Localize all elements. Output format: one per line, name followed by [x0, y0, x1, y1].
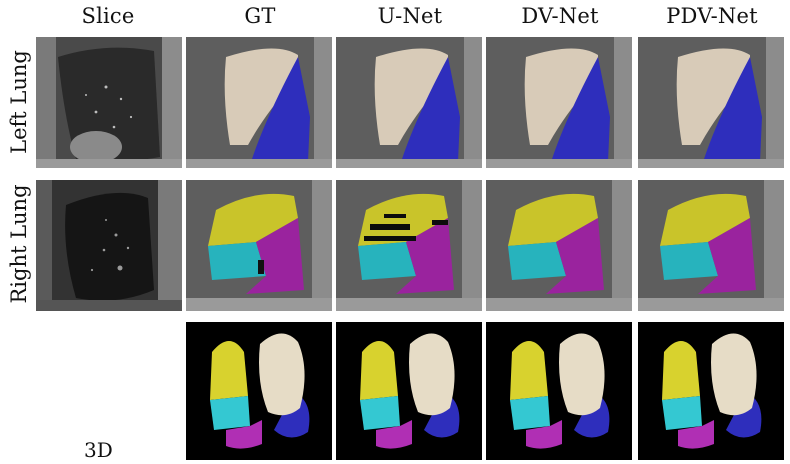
panel-right-gt	[186, 180, 332, 311]
panel-left-pdvnet	[638, 37, 784, 168]
panel-3d-dvnet	[486, 322, 632, 460]
panel-left-slice	[36, 37, 182, 168]
row-label-3d: 3D	[84, 438, 113, 462]
panel-right-slice	[36, 180, 182, 311]
column-header-slice: Slice	[81, 4, 135, 28]
panel-3d-unet	[336, 322, 482, 460]
column-header-pdvnet: PDV-Net	[666, 4, 758, 28]
panel-left-dvnet	[486, 37, 632, 168]
row-label-right-lung: Right Lung	[7, 184, 31, 304]
panel-right-dvnet	[486, 180, 632, 311]
column-header-dvnet: DV-Net	[521, 4, 599, 28]
panel-3d-gt	[186, 322, 332, 460]
row-label-left-lung: Left Lung	[7, 50, 31, 154]
panel-left-gt	[186, 37, 332, 168]
column-header-unet: U-Net	[377, 4, 443, 28]
panel-left-unet	[336, 37, 482, 168]
column-header-gt: GT	[244, 4, 276, 28]
panel-right-pdvnet	[638, 180, 784, 311]
panel-3d-pdvnet	[638, 322, 784, 460]
panel-right-unet	[336, 180, 482, 311]
